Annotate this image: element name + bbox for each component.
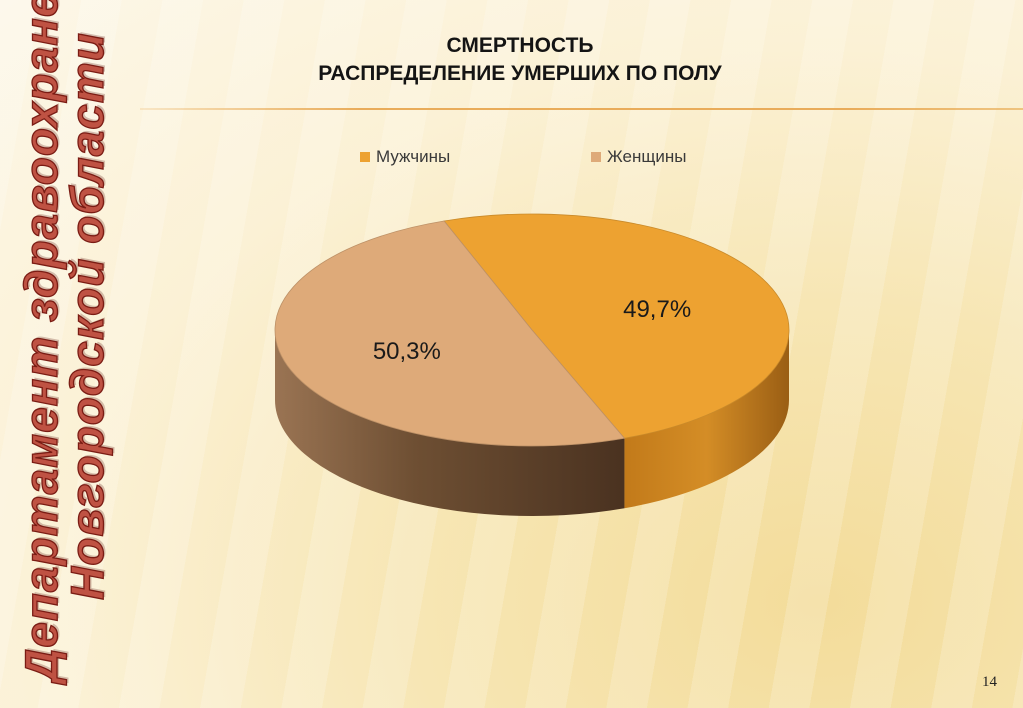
pie-slice-side-0 [624, 330, 789, 509]
slide-title-line1: СМЕРТНОСТЬ [446, 34, 594, 57]
chart-legend: Мужчины Женщины [360, 147, 686, 166]
pie-value-label-1: 50,3% [373, 338, 441, 365]
legend-label-0: Мужчины [376, 147, 450, 166]
page-number: 14 [982, 674, 997, 690]
pie-value-labels: 49,7% 50,3% [373, 296, 691, 365]
title-divider [140, 108, 1023, 110]
pie-value-label-0: 49,7% [623, 296, 691, 323]
pie-body [274, 213, 790, 516]
pie-slice-side-1 [275, 330, 625, 516]
legend-label-1: Женщины [607, 147, 686, 166]
slide-title: СМЕРТНОСТЬ РАСПРЕДЕЛЕНИЕ УМЕРШИХ ПО ПОЛУ [250, 32, 790, 88]
legend-swatch-0 [360, 152, 370, 162]
pie-slice-0 [443, 213, 790, 439]
slide-title-line2: РАСПРЕДЕЛЕНИЕ УМЕРШИХ ПО ПОЛУ [318, 62, 722, 85]
pie-slice-1 [274, 220, 626, 447]
legend-swatch-1 [591, 152, 601, 162]
